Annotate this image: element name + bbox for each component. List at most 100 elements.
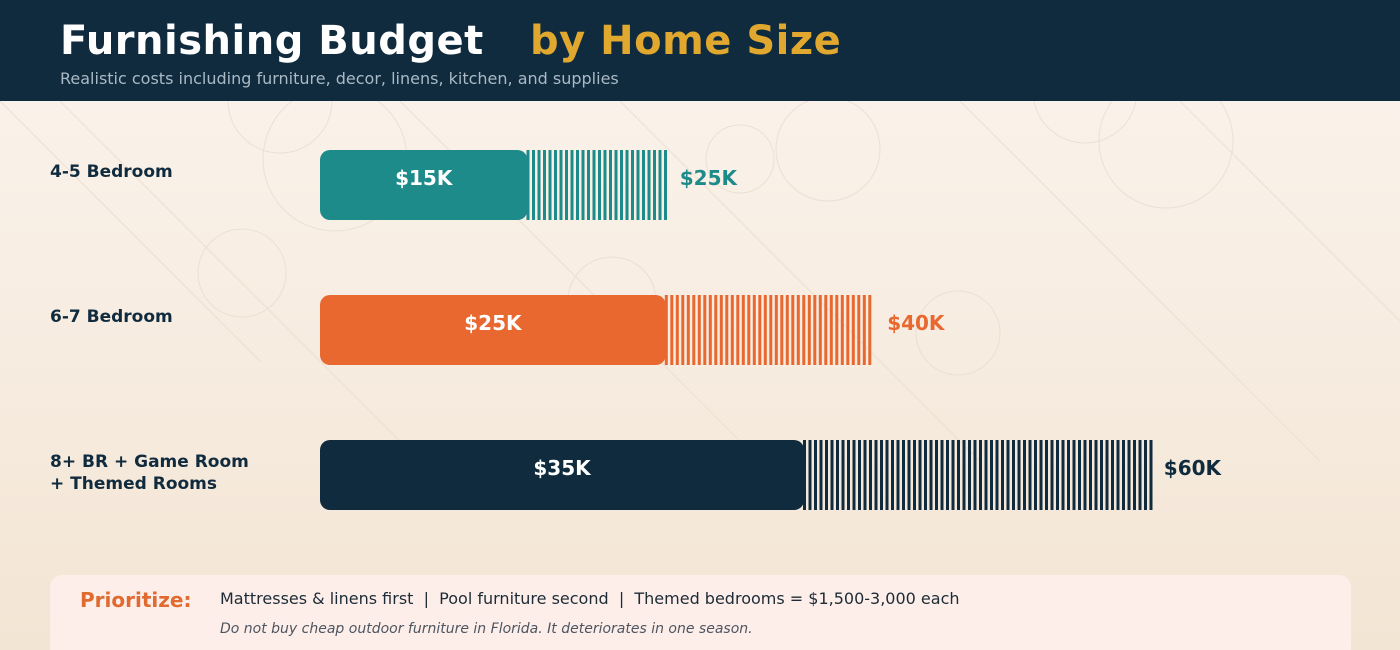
range-stripe [891, 440, 894, 510]
range-stripe [609, 150, 612, 220]
range-stripe [913, 440, 916, 510]
range-stripe [647, 150, 651, 220]
range-stripe [830, 440, 834, 510]
range-stripe [847, 440, 850, 510]
low-estimate-bar [320, 295, 666, 365]
range-stripe [785, 295, 789, 365]
category-label: 8+ BR + Game Room + Themed Rooms [50, 452, 249, 494]
range-stripe [747, 295, 751, 365]
category-label-line: 8+ BR + Game Room [50, 452, 249, 472]
prioritize-panel: Prioritize: Mattresses & linens first | … [50, 575, 1351, 650]
range-stripe [614, 150, 618, 220]
range-stripe [686, 295, 690, 365]
range-stripe [863, 440, 867, 510]
range-stripe [862, 295, 866, 365]
range-stripe [537, 150, 541, 220]
range-stripe [692, 295, 696, 365]
range-stripe [653, 150, 656, 220]
high-value-label: $40K [887, 311, 946, 335]
range-stripe [962, 440, 966, 510]
range-stripe [840, 295, 844, 365]
range-stripe [802, 295, 806, 365]
range-stripe [1061, 440, 1065, 510]
range-stripe [1045, 440, 1048, 510]
range-stripe [851, 295, 855, 365]
range-stripe [1001, 440, 1004, 510]
range-stripe [924, 440, 927, 510]
range-stripe [565, 150, 568, 220]
range-stripe [836, 440, 839, 510]
range-stripe [1072, 440, 1076, 510]
range-stripe [1039, 440, 1043, 510]
range-stripe [1089, 440, 1092, 510]
range-stripe [918, 440, 922, 510]
range-stripe [835, 295, 839, 365]
range-stripe [554, 150, 557, 220]
range-stripe [1144, 440, 1147, 510]
range-stripe [714, 295, 718, 365]
range-stripe [532, 150, 535, 220]
range-stripe [935, 440, 938, 510]
range-stripe [1012, 440, 1015, 510]
range-stripe [1050, 440, 1054, 510]
range-stripe [874, 440, 878, 510]
range-stripe [719, 295, 723, 365]
range-stripe [885, 440, 889, 510]
page-subtitle: Realistic costs including furniture, dec… [60, 69, 619, 88]
range-stripe [1067, 440, 1070, 510]
range-stripe [940, 440, 944, 510]
range-stripe [725, 295, 729, 365]
page-title-accent: by Home Size [530, 18, 842, 64]
range-stripe [841, 440, 845, 510]
range-stripe [814, 440, 817, 510]
range-stripe [620, 150, 623, 220]
range-stripe [796, 295, 800, 365]
range-stripe [825, 440, 828, 510]
range-stripe [829, 295, 833, 365]
range-stripe [1100, 440, 1103, 510]
range-stripe [957, 440, 960, 510]
high-value-label: $60K [1164, 456, 1223, 480]
range-stripe [598, 150, 601, 220]
category-label-line: 6-7 Bedroom [50, 307, 173, 327]
range-stripe [736, 295, 740, 365]
outdoor-furniture-note: Do not buy cheap outdoor furniture in Fl… [220, 621, 753, 637]
range-stripe [1127, 440, 1131, 510]
range-stripe [1138, 440, 1142, 510]
range-stripe [1083, 440, 1087, 510]
low-estimate-bar [320, 440, 805, 510]
range-stripe [758, 295, 762, 365]
range-stripe [697, 295, 701, 365]
range-stripe [658, 150, 662, 220]
range-stripe [818, 295, 822, 365]
range-stripe [559, 150, 563, 220]
range-stripe [807, 295, 811, 365]
range-stripe [642, 150, 645, 220]
range-stripe [803, 440, 806, 510]
range-stripe [543, 150, 546, 220]
range-stripe [902, 440, 905, 510]
range-stripe [741, 295, 745, 365]
range-stripe [1111, 440, 1114, 510]
range-stripe [1149, 440, 1153, 510]
category-label: 6-7 Bedroom [50, 307, 173, 327]
range-stripe [752, 295, 756, 365]
range-stripe [813, 295, 817, 365]
range-stripe [1094, 440, 1098, 510]
range-stripe [548, 150, 552, 220]
range-stripe [631, 150, 634, 220]
range-stripe [907, 440, 911, 510]
range-stripe [587, 150, 590, 220]
header-banner: Furnishing Budget by Home Size Realistic… [0, 0, 1400, 101]
range-stripe [675, 295, 679, 365]
range-stripe [995, 440, 999, 510]
range-stripe [780, 295, 784, 365]
range-stripe [769, 295, 773, 365]
range-stripe [570, 150, 574, 220]
range-stripe [846, 295, 850, 365]
range-stripe [1078, 440, 1081, 510]
range-stripe [730, 295, 734, 365]
range-stripe [1034, 440, 1037, 510]
high-value-label: $25K [680, 166, 739, 190]
